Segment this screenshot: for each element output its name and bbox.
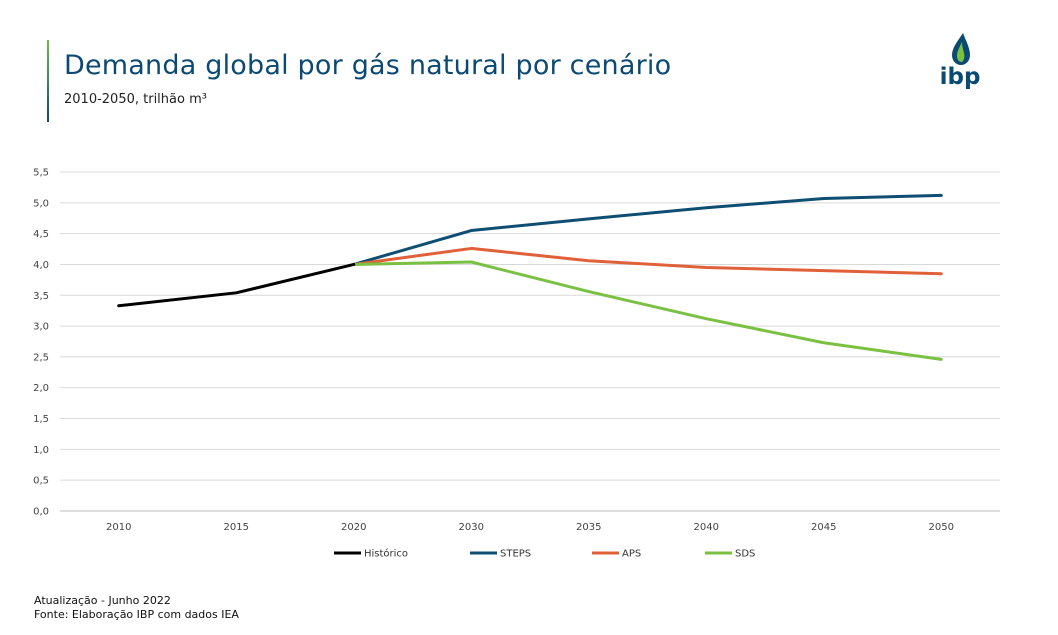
x-tick-label: 2050	[929, 522, 954, 533]
ibp-logo: ibp	[930, 30, 990, 94]
y-tick-label: 5,5	[33, 168, 49, 179]
x-tick-label: 2035	[576, 522, 601, 533]
logo-text: ibp	[939, 64, 981, 90]
x-tick-label: 2040	[694, 522, 719, 533]
y-tick-label: 5,0	[33, 198, 49, 209]
legend-label: STEPS	[500, 549, 531, 560]
y-tick-label: 3,5	[33, 291, 49, 302]
y-tick-label: 3,0	[33, 322, 49, 333]
x-axis-ticks: 2010 2015 2020 2030 2035 2040 2045 2050	[106, 522, 954, 533]
series-line-aps	[352, 246, 943, 276]
series-line-hist-rico	[117, 262, 356, 308]
x-tick-label: 2030	[459, 522, 484, 533]
legend: Histórico STEPS APS SDS	[334, 548, 755, 560]
x-tick-label: 2045	[811, 522, 836, 533]
drop-flame-icon	[952, 33, 970, 65]
legend-label: APS	[622, 549, 641, 560]
y-axis-ticks: 0,0 0,5 1,0 1,5 2,0 2,5 3,0 3,5 4,0 4,5 5,0 5,5	[33, 168, 49, 518]
grid-layer	[60, 171, 1000, 512]
series-line-steps	[352, 193, 943, 266]
chart-subtitle: 2010-2050, trilhão m³	[64, 92, 207, 107]
legend-label: Histórico	[364, 548, 408, 560]
y-tick-label: 2,0	[33, 383, 49, 394]
footer-update: Atualização - Junho 2022	[34, 594, 171, 607]
y-tick-label: 0,5	[33, 476, 49, 487]
chart-title: Demanda global por gás natural por cenár…	[64, 50, 672, 81]
series-line-sds	[352, 260, 943, 361]
x-tick-label: 2015	[224, 522, 249, 533]
series-layer	[117, 193, 943, 361]
legend-label: SDS	[735, 549, 755, 560]
y-tick-label: 2,5	[33, 352, 49, 363]
y-tick-label: 4,5	[33, 229, 49, 240]
y-tick-label: 1,0	[33, 445, 49, 456]
x-tick-label: 2010	[106, 522, 131, 533]
y-tick-label: 1,5	[33, 414, 49, 425]
y-tick-label: 4,0	[33, 260, 49, 271]
header-accent-bar	[47, 40, 49, 122]
x-tick-label: 2020	[341, 522, 366, 533]
y-tick-label: 0,0	[33, 507, 49, 518]
footer-source: Fonte: Elaboração IBP com dados IEA	[34, 608, 239, 621]
